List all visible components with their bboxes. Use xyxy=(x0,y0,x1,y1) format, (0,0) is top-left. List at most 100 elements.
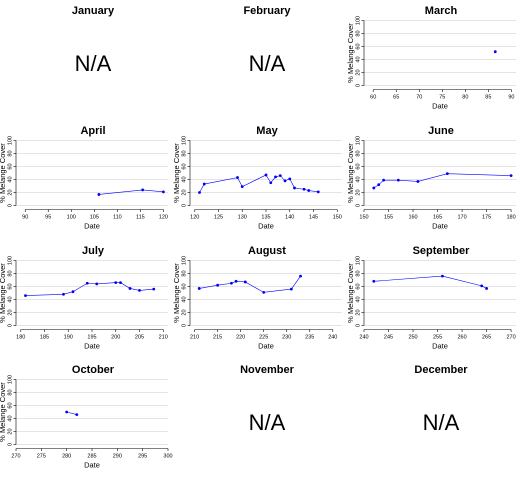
x-tick-label: 250 xyxy=(408,334,417,340)
chart-panel-november: November N/A xyxy=(174,359,348,479)
data-point xyxy=(377,183,381,186)
series-line xyxy=(373,173,512,188)
x-axis-label: Date xyxy=(432,221,448,230)
data-point xyxy=(240,185,244,188)
data-point xyxy=(293,186,296,190)
chart-panel-october: October 0 20 40 60 80 100 270 275 280 285 290 295 300… xyxy=(0,359,174,479)
y-tick-label: 40 xyxy=(182,296,188,302)
y-tick-label: 20 xyxy=(8,189,14,195)
chart-svg: July 0 20 40 60 80 100 180 185 190 195 200 205 210 Dat… xyxy=(0,245,168,350)
y-tick-label: 80 xyxy=(8,270,14,276)
x-tick-label: 100 xyxy=(67,214,76,220)
x-tick-label: 135 xyxy=(261,214,270,220)
x-axis-label: Date xyxy=(84,221,100,230)
y-tick-label: 0 xyxy=(356,323,362,326)
chart-svg: February N/A xyxy=(243,5,291,76)
x-tick-label: 95 xyxy=(45,214,51,220)
x-axis-label: Date xyxy=(258,221,274,230)
x-tick-label: 270 xyxy=(507,334,516,340)
series-line xyxy=(199,174,319,193)
y-tick-label: 80 xyxy=(182,270,188,276)
data-point xyxy=(372,279,376,283)
y-tick-label: 40 xyxy=(8,416,14,422)
chart-title: June xyxy=(428,125,454,137)
x-axis-label: Date xyxy=(432,102,448,111)
x-tick-label: 165 xyxy=(433,214,442,220)
x-tick-label: 120 xyxy=(159,214,168,220)
x-tick-label: 65 xyxy=(393,95,399,101)
x-tick-label: 260 xyxy=(457,334,466,340)
x-tick-label: 160 xyxy=(408,214,417,220)
chart-panel-june: June 0 20 40 60 80 100 150 155 160 165 170 175 180 Dat… xyxy=(346,120,522,240)
x-tick-label: 255 xyxy=(433,334,442,340)
chart-svg: January N/A xyxy=(72,5,115,76)
data-point xyxy=(382,178,386,182)
chart-title: December xyxy=(414,364,468,376)
data-point xyxy=(262,290,266,294)
y-axis-label: % Melange Cover xyxy=(346,262,355,322)
y-tick-label: 100 xyxy=(356,255,362,264)
x-tick-label: 70 xyxy=(416,95,422,101)
x-tick-label: 170 xyxy=(457,214,466,220)
y-tick-label: 100 xyxy=(182,136,188,145)
na-label: N/A xyxy=(423,410,460,435)
y-tick-label: 0 xyxy=(182,323,188,326)
data-point xyxy=(197,286,201,290)
chart-title: November xyxy=(240,364,295,376)
chart-panel-july: July 0 20 40 60 80 100 180 185 190 195 200 205 210 Dat… xyxy=(0,240,174,360)
y-tick-label: 60 xyxy=(182,283,188,289)
data-point xyxy=(302,187,306,191)
chart-title: January xyxy=(72,5,115,17)
data-point xyxy=(119,280,122,284)
x-tick-label: 240 xyxy=(328,334,337,340)
chart-title: February xyxy=(243,5,291,17)
y-tick-label: 60 xyxy=(356,163,362,169)
x-tick-label: 235 xyxy=(305,334,314,340)
data-point xyxy=(161,190,165,193)
x-tick-label: 225 xyxy=(259,334,268,340)
data-point xyxy=(441,274,444,277)
na-label: N/A xyxy=(249,410,286,435)
x-tick-label: 210 xyxy=(190,334,199,340)
y-tick-label: 20 xyxy=(182,309,188,315)
x-tick-label: 240 xyxy=(359,334,368,340)
chart-svg: March 0 20 40 60 80 100 60 65 70 75 80 85 90 Date % Mel… xyxy=(346,5,516,111)
x-tick-label: 125 xyxy=(214,214,223,220)
x-tick-label: 300 xyxy=(163,454,172,460)
data-point xyxy=(234,279,238,283)
x-axis-label: Date xyxy=(84,341,100,350)
data-point xyxy=(114,280,118,284)
chart-title: August xyxy=(248,245,286,257)
x-tick-label: 85 xyxy=(485,95,491,101)
x-axis-label: Date xyxy=(432,341,448,350)
x-tick-label: 290 xyxy=(113,454,122,460)
chart-panel-april: April 0 20 40 60 80 100 90 95 100 105 110 115 120 Date… xyxy=(0,120,174,240)
x-axis-label: Date xyxy=(84,461,100,470)
y-tick-label: 80 xyxy=(8,150,14,156)
chart-title: October xyxy=(72,364,115,376)
chart-title: March xyxy=(425,5,458,17)
y-axis-label: % Melange Cover xyxy=(0,262,7,322)
data-point xyxy=(396,178,400,182)
data-point xyxy=(152,287,156,290)
x-tick-label: 175 xyxy=(482,214,491,220)
y-tick-label: 80 xyxy=(356,30,362,36)
y-tick-label: 40 xyxy=(356,56,362,62)
x-tick-label: 150 xyxy=(359,214,368,220)
x-tick-label: 130 xyxy=(238,214,247,220)
y-tick-label: 20 xyxy=(356,189,362,195)
y-tick-label: 40 xyxy=(8,176,14,182)
x-tick-label: 90 xyxy=(508,95,514,101)
data-point xyxy=(278,173,282,177)
data-point xyxy=(198,190,201,194)
data-point xyxy=(299,274,302,277)
x-tick-label: 110 xyxy=(113,214,122,220)
chart-title: April xyxy=(80,125,105,137)
y-tick-label: 0 xyxy=(8,323,14,326)
chart-svg: June 0 20 40 60 80 100 150 155 160 165 170 175 180 Dat… xyxy=(346,125,516,230)
x-tick-label: 270 xyxy=(11,454,20,460)
y-axis-label: % Melange Cover xyxy=(346,142,355,202)
data-point xyxy=(236,175,239,179)
y-tick-label: 60 xyxy=(182,163,188,169)
